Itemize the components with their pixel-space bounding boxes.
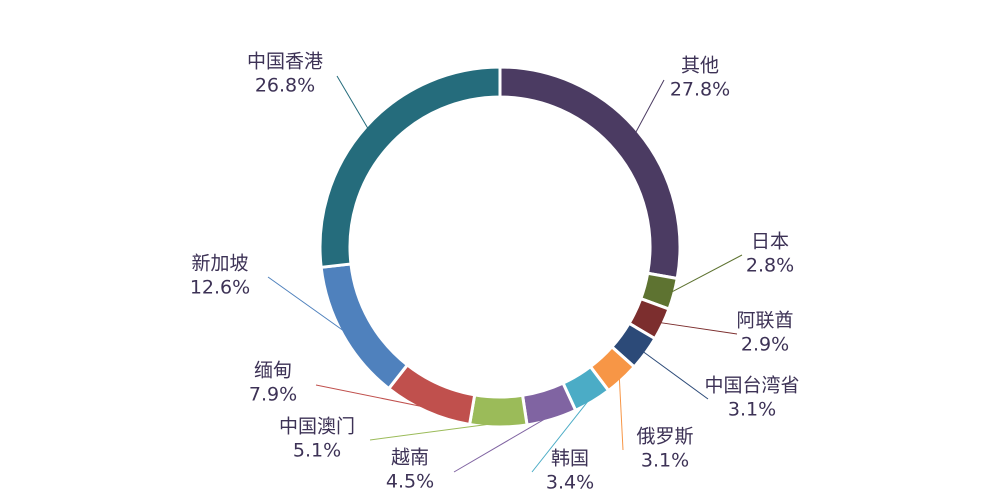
slice-value-label-1: 2.8% bbox=[746, 255, 794, 277]
slice-label-8: 缅甸 bbox=[254, 360, 292, 382]
slice-value-label-5: 3.4% bbox=[546, 472, 594, 494]
leader-line-5 bbox=[531, 397, 591, 473]
slice-value-label-3: 3.1% bbox=[728, 399, 776, 421]
slice-value-label-2: 2.9% bbox=[741, 334, 789, 356]
slice-value-label-4: 3.1% bbox=[641, 450, 689, 472]
slice-label-3: 中国台湾省 bbox=[704, 375, 799, 397]
leader-line-2 bbox=[658, 321, 738, 335]
leader-line-3 bbox=[641, 350, 709, 400]
slice-label-9: 新加坡 bbox=[191, 253, 248, 275]
leader-lines bbox=[267, 75, 743, 473]
slice-value-label-6: 4.5% bbox=[386, 471, 434, 493]
leader-line-8 bbox=[315, 384, 429, 409]
slice-value-label-7: 5.1% bbox=[293, 440, 341, 462]
slice-value-label-0: 27.8% bbox=[670, 79, 730, 101]
slice-value-label-8: 7.9% bbox=[249, 384, 297, 406]
slice-label-0: 其他 bbox=[681, 55, 719, 77]
leader-line-9 bbox=[267, 276, 347, 334]
leader-line-10 bbox=[336, 75, 370, 131]
labels: 其他27.8%日本2.8%阿联酋2.9%中国台湾省3.1%俄罗斯3.1%韩国3.… bbox=[190, 51, 800, 494]
slice-label-6: 越南 bbox=[391, 447, 429, 469]
slice-label-7: 中国澳门 bbox=[279, 416, 355, 438]
leader-line-7 bbox=[369, 422, 499, 441]
slice-label-10: 中国香港 bbox=[247, 51, 323, 73]
slice-9 bbox=[319, 262, 410, 391]
leader-line-4 bbox=[618, 376, 624, 451]
slice-label-1: 日本 bbox=[751, 231, 789, 253]
leader-line-6 bbox=[453, 415, 551, 473]
slice-0 bbox=[498, 65, 682, 281]
leader-line-0 bbox=[634, 79, 665, 135]
slice-7 bbox=[467, 393, 529, 429]
slice-value-label-10: 26.8% bbox=[255, 75, 315, 97]
slice-10 bbox=[318, 65, 502, 269]
slices bbox=[318, 65, 682, 429]
slice-label-4: 俄罗斯 bbox=[636, 426, 693, 448]
slice-label-5: 韩国 bbox=[551, 448, 589, 470]
slice-value-label-9: 12.6% bbox=[190, 277, 250, 299]
leader-line-1 bbox=[669, 254, 743, 294]
slice-label-2: 阿联酋 bbox=[736, 310, 793, 332]
